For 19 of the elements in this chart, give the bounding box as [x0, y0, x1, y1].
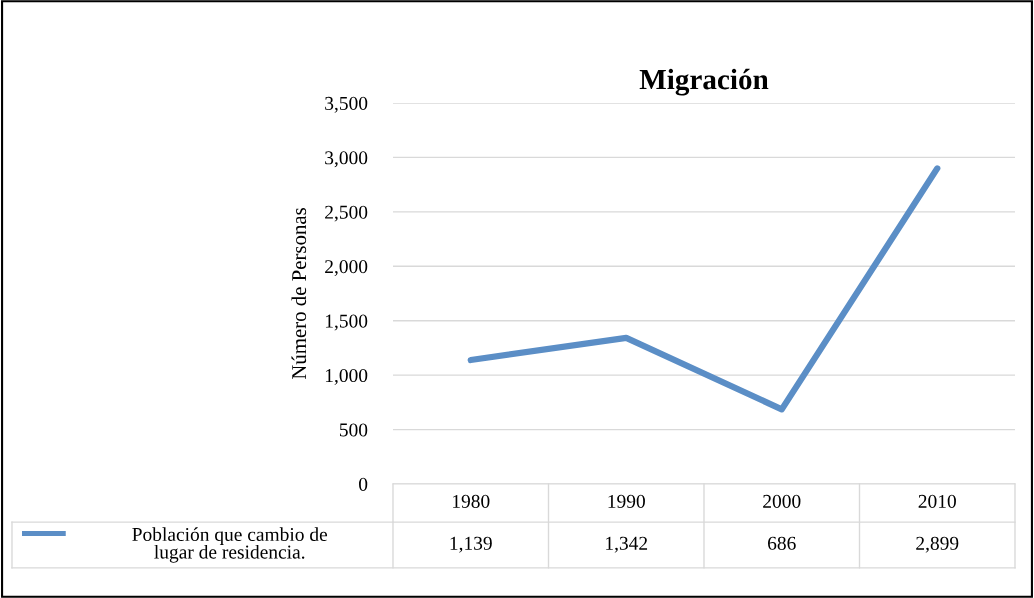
- y-tick-label: 500: [339, 423, 368, 437]
- y-tick-label: 2,000: [325, 260, 368, 277]
- chart-title: Migración: [639, 68, 769, 96]
- data-label: 1,342: [606, 536, 648, 553]
- data-label: 2,899: [916, 536, 959, 553]
- y-tick-label: 1,000: [325, 368, 368, 385]
- x-tick-label: 1980: [453, 494, 490, 508]
- text: Población que cambio de lugar de residencia.: [132, 527, 328, 563]
- x-tick-label: 1990: [608, 494, 645, 508]
- y-axis-title: Número de Personas: [291, 208, 307, 380]
- y-tick-label: 1,500: [325, 314, 368, 331]
- y-tick-label: 3,000: [325, 151, 368, 168]
- y-tick-label: 3,500: [325, 96, 368, 113]
- x-tick-label: 2000: [763, 494, 801, 508]
- y-tick-label: 0: [359, 477, 368, 491]
- data-label: 1,139: [450, 536, 492, 553]
- data-label: 686: [768, 536, 796, 550]
- x-tick-label: 2010: [918, 494, 956, 508]
- y-tick-label: 2,500: [325, 205, 368, 222]
